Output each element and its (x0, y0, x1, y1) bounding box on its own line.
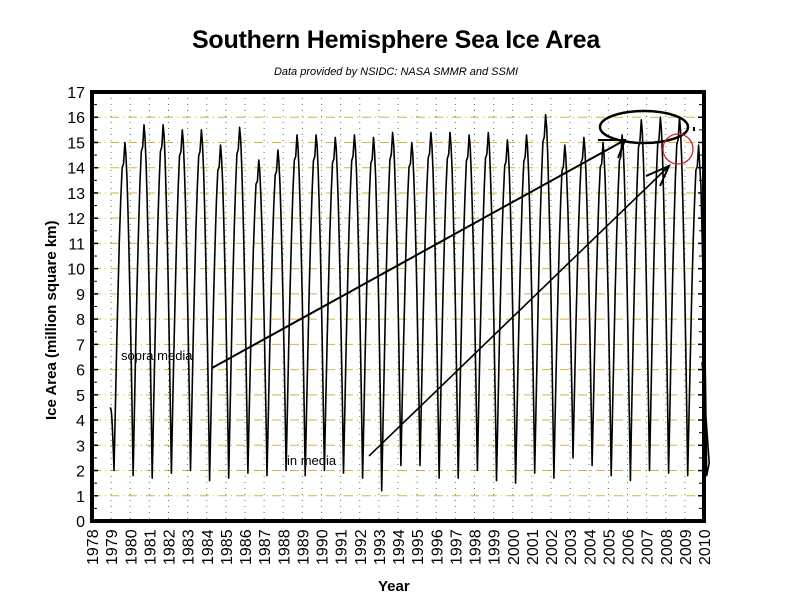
y-tick-label: 16 (67, 110, 85, 127)
x-tick-label: 1978 (85, 529, 102, 565)
arrow-head-above-average (598, 139, 627, 159)
arrow-head-average (645, 164, 671, 187)
y-tick-label: 14 (67, 161, 85, 178)
x-tick-label: 2008 (659, 529, 676, 565)
y-tick-label: 1 (76, 489, 85, 506)
x-tick-label: 1999 (487, 529, 504, 565)
x-tick-label: 2004 (582, 529, 599, 565)
y-tick-label: 12 (67, 211, 85, 228)
x-tick-label: 1980 (123, 529, 140, 565)
x-tick-label: 2005 (601, 529, 618, 565)
x-tick-label: 2002 (544, 529, 561, 565)
x-tick-label: 2001 (525, 529, 542, 565)
x-tick-label: 1993 (372, 529, 389, 565)
x-tick-label: 1984 (200, 529, 217, 565)
x-tick-label: 2007 (640, 529, 657, 565)
highlight-ellipse (598, 109, 690, 145)
x-axis-label: Year (378, 578, 410, 595)
y-tick-label: 11 (68, 236, 85, 253)
x-tick-label: 1997 (448, 529, 465, 565)
x-tick-label: 2000 (506, 529, 523, 565)
y-tick-label: 9 (76, 287, 85, 304)
x-tick-label: 1987 (257, 529, 274, 565)
data-series (109, 113, 710, 492)
stray-mark (693, 127, 695, 131)
x-tick-label: 2009 (678, 529, 695, 565)
y-tick-label: 3 (76, 438, 85, 455)
x-tick-label: 1994 (391, 529, 408, 565)
x-tick-label: 1996 (429, 529, 446, 565)
x-tick-label: 2010 (697, 529, 714, 565)
x-tick-label: 1983 (181, 529, 198, 565)
y-tick-label: 8 (76, 312, 85, 329)
y-tick-label: 13 (67, 186, 85, 203)
x-tick-label: 1979 (104, 529, 121, 565)
x-tick-label: 1990 (315, 529, 332, 565)
y-tick-label: 2 (76, 464, 85, 481)
x-tick-label: 1985 (219, 529, 236, 565)
annotation-above-average: sopra media (121, 348, 193, 363)
y-tick-label: 0 (76, 514, 85, 531)
highlight-circle (662, 133, 694, 165)
x-tick-label: 1991 (334, 529, 351, 565)
annotation-overlay (211, 109, 695, 457)
x-tick-label: 1995 (410, 529, 427, 565)
x-tick-label: 1981 (142, 529, 159, 565)
x-tick-label: 1992 (353, 529, 370, 565)
y-tick-label: 10 (67, 262, 85, 279)
y-tick-label: 6 (76, 363, 85, 380)
x-tick-label: 2003 (563, 529, 580, 565)
x-tick-label: 1988 (276, 529, 293, 565)
y-tick-label: 7 (76, 337, 85, 354)
plot-frame (90, 90, 706, 523)
chart-subtitle: Data provided by NSIDC: NASA SMMR and SS… (273, 66, 519, 78)
x-tick-label: 2006 (621, 529, 638, 565)
x-tick-label: 1982 (162, 529, 179, 565)
y-tick-label: 17 (67, 85, 85, 102)
y-tick-label: 5 (76, 388, 85, 405)
arrow-average (368, 165, 670, 457)
y-tick-label: 15 (67, 135, 85, 152)
x-tick-label: 1989 (295, 529, 312, 565)
x-tick-label: 1998 (468, 529, 485, 565)
x-tick-label: 1986 (238, 529, 255, 565)
chart-title: Southern Hemisphere Sea Ice Area (191, 26, 601, 54)
y-tick-label: 4 (76, 413, 85, 430)
sea-ice-line (109, 113, 710, 492)
annotation-average: in media (287, 453, 337, 468)
arrow-above-average (211, 139, 626, 369)
